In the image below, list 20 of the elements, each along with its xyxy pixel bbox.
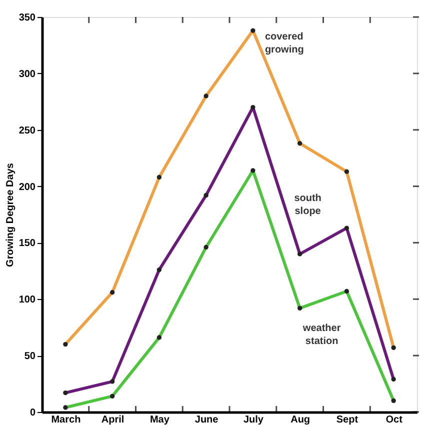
x-tick-label: Sept [336, 414, 359, 426]
y-tick-label: 250 [18, 125, 36, 136]
series-label: south slope [294, 193, 322, 217]
x-tick-label: July [243, 414, 264, 426]
y-tick-label: 350 [18, 12, 36, 24]
y-tick-label: 150 [18, 238, 36, 250]
y-tick-label: 50 [24, 351, 36, 362]
x-tick-label: May [150, 414, 170, 426]
y-tick-label: 300 [18, 68, 36, 80]
y-tick-label: 100 [18, 294, 36, 306]
y-tick-label: 0 [30, 408, 36, 418]
x-tick-label: April [101, 414, 124, 426]
series-label: weather station [302, 323, 341, 348]
x-tick-label: Aug [290, 414, 310, 426]
series-label: covered growing [264, 32, 304, 56]
y-tick-label: 200 [18, 182, 36, 193]
x-tick-label: June [194, 414, 219, 426]
y-axis-title: Growing Degree Days [4, 162, 16, 267]
x-tick-label: March [51, 414, 81, 426]
x-tick-label: Oct [386, 414, 404, 426]
